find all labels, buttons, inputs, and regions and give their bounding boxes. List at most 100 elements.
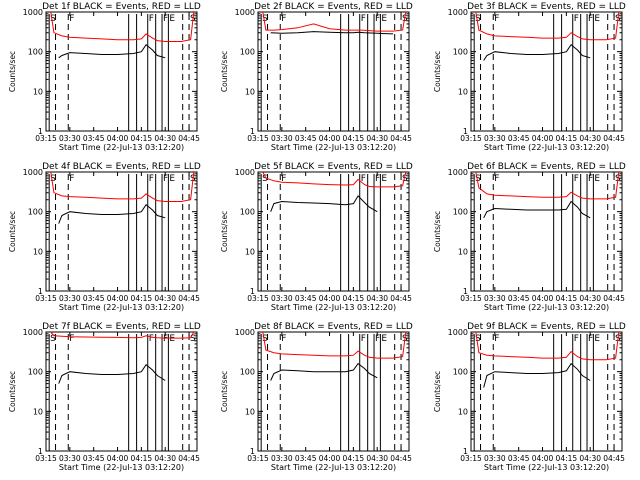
event-marker-label: S bbox=[190, 334, 196, 344]
y-axis-label: Counts/sec bbox=[220, 51, 229, 92]
x-tick-label: 03:45 bbox=[295, 294, 317, 303]
lld-series-line bbox=[262, 331, 407, 359]
event-marker-label: F bbox=[588, 334, 593, 344]
y-axis-label: Counts/sec bbox=[433, 51, 442, 92]
x-tick-label: 04:15 bbox=[343, 454, 365, 463]
y-tick-label: 1 bbox=[463, 287, 468, 296]
y-tick-label: 10 bbox=[458, 247, 468, 256]
events-series-line bbox=[58, 203, 166, 224]
y-tick-label: 100 bbox=[240, 208, 255, 217]
panel-title: Det 8f BLACK = Events, RED = LLD bbox=[254, 322, 413, 332]
x-tick-label: 04:15 bbox=[343, 294, 365, 303]
y-axis-label: Counts/sec bbox=[8, 211, 17, 252]
y-tick-label: 10 bbox=[33, 247, 43, 256]
x-tick-label: 04:30 bbox=[366, 134, 388, 143]
y-axis-label: Counts/sec bbox=[433, 371, 442, 412]
y-tick-label: 100 bbox=[453, 368, 468, 377]
plot-frame bbox=[45, 331, 198, 452]
y-tick-label: 100 bbox=[453, 208, 468, 217]
y-axis-label: Counts/sec bbox=[8, 51, 17, 92]
panel-title: Det 1f BLACK = Events, RED = LLD bbox=[42, 2, 201, 12]
x-tick-label: 04:30 bbox=[579, 294, 601, 303]
y-tick-label: 1000 bbox=[235, 168, 255, 177]
y-tick-label: 100 bbox=[28, 208, 43, 217]
event-marker-label: F bbox=[69, 334, 74, 344]
lld-series-line bbox=[475, 331, 620, 361]
x-axis-label: Start Time (22-Jul-13 03:12:20) bbox=[59, 463, 184, 472]
event-marker-label: E bbox=[594, 334, 600, 344]
x-axis-label: Start Time (22-Jul-13 03:12:20) bbox=[484, 463, 609, 472]
x-tick-label: 03:15 bbox=[247, 294, 269, 303]
x-tick-label: 03:45 bbox=[83, 134, 105, 143]
event-marker-label: F bbox=[588, 14, 593, 24]
event-marker-label: S bbox=[50, 174, 56, 184]
x-tick-label: 04:15 bbox=[556, 454, 578, 463]
x-tick-label: 04:30 bbox=[154, 294, 176, 303]
event-marker-label: F bbox=[281, 174, 286, 184]
x-tick-label: 03:30 bbox=[484, 294, 506, 303]
x-tick-label: 03:15 bbox=[247, 134, 269, 143]
plot-frame bbox=[470, 331, 623, 452]
events-series-line bbox=[483, 43, 591, 61]
x-tick-label: 03:45 bbox=[295, 454, 317, 463]
x-axis-label: Start Time (22-Jul-13 03:12:20) bbox=[59, 143, 184, 152]
y-tick-label: 1 bbox=[463, 127, 468, 136]
x-tick-label: 04:45 bbox=[603, 294, 625, 303]
events-series-line bbox=[270, 362, 378, 381]
event-marker-label: F bbox=[149, 14, 154, 24]
x-tick-label: 04:00 bbox=[107, 134, 129, 143]
y-tick-label: 100 bbox=[240, 48, 255, 57]
x-tick-label: 03:30 bbox=[484, 454, 506, 463]
x-tick-label: 03:45 bbox=[83, 294, 105, 303]
y-tick-label: 10 bbox=[458, 407, 468, 416]
event-marker-label: S bbox=[262, 14, 268, 24]
plot-frame bbox=[257, 171, 410, 292]
x-tick-label: 04:00 bbox=[319, 294, 341, 303]
event-marker-label: F bbox=[361, 334, 366, 344]
x-tick-label: 03:45 bbox=[83, 454, 105, 463]
x-tick-label: 03:30 bbox=[271, 294, 293, 303]
y-tick-label: 10 bbox=[245, 247, 255, 256]
panel-title: Det 2f BLACK = Events, RED = LLD bbox=[254, 2, 413, 12]
y-tick-label: 10 bbox=[33, 407, 43, 416]
event-marker-label: F bbox=[281, 334, 286, 344]
y-axis-label: Counts/sec bbox=[8, 371, 17, 412]
event-marker-label: F bbox=[149, 174, 154, 184]
y-tick-label: 10 bbox=[245, 407, 255, 416]
event-marker-label: E bbox=[381, 334, 387, 344]
y-tick-label: 1 bbox=[250, 127, 255, 136]
x-tick-label: 03:45 bbox=[508, 294, 530, 303]
plot-frame bbox=[257, 11, 410, 132]
event-marker-label: E bbox=[169, 174, 175, 184]
lld-series-line bbox=[50, 11, 195, 42]
x-tick-label: 04:45 bbox=[603, 134, 625, 143]
events-series-line bbox=[58, 363, 166, 384]
x-tick-label: 03:45 bbox=[508, 134, 530, 143]
x-tick-label: 03:30 bbox=[59, 134, 81, 143]
event-marker-label: F bbox=[574, 334, 579, 344]
x-tick-label: 04:45 bbox=[178, 134, 200, 143]
y-tick-label: 1000 bbox=[23, 168, 43, 177]
event-marker-label: F bbox=[163, 14, 168, 24]
detector-panel: Det 5f BLACK = Events, RED = LLD 1 10 100 10… bbox=[220, 162, 413, 312]
x-tick-label: 04:45 bbox=[390, 454, 412, 463]
lld-series-line bbox=[50, 171, 195, 202]
x-axis-label: Start Time (22-Jul-13 03:12:20) bbox=[271, 463, 396, 472]
x-tick-label: 04:45 bbox=[603, 454, 625, 463]
y-tick-label: 100 bbox=[28, 368, 43, 377]
x-tick-label: 04:00 bbox=[532, 134, 554, 143]
event-marker-label: S bbox=[50, 334, 56, 344]
x-tick-label: 03:30 bbox=[59, 294, 81, 303]
y-tick-label: 10 bbox=[33, 87, 43, 96]
x-tick-label: 03:30 bbox=[59, 454, 81, 463]
event-marker-label: F bbox=[574, 174, 579, 184]
y-tick-label: 1 bbox=[250, 447, 255, 456]
x-tick-label: 03:30 bbox=[484, 134, 506, 143]
x-axis-label: Start Time (22-Jul-13 03:12:20) bbox=[484, 303, 609, 312]
x-tick-label: 04:00 bbox=[107, 294, 129, 303]
event-marker-label: S bbox=[50, 14, 56, 24]
x-axis-label: Start Time (22-Jul-13 03:12:20) bbox=[271, 143, 396, 152]
event-marker-label: F bbox=[494, 14, 499, 24]
x-tick-label: 04:15 bbox=[131, 294, 153, 303]
x-axis-label: Start Time (22-Jul-13 03:12:20) bbox=[59, 303, 184, 312]
